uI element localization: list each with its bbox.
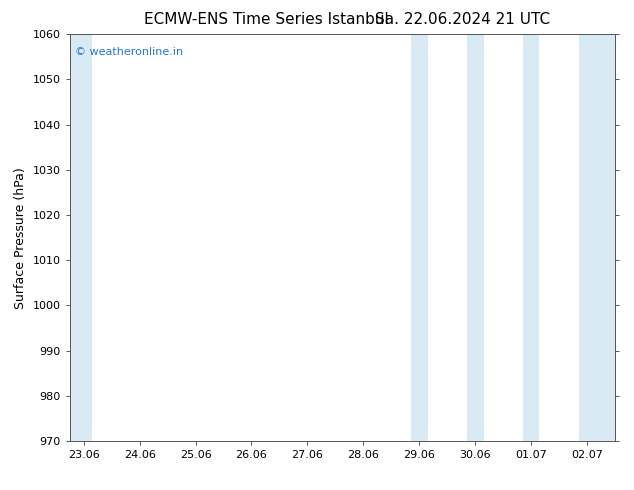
Bar <box>579 34 615 441</box>
Bar <box>522 34 540 441</box>
Bar <box>467 34 484 441</box>
Y-axis label: Surface Pressure (hPa): Surface Pressure (hPa) <box>14 167 27 309</box>
Text: ECMW-ENS Time Series Istanbul: ECMW-ENS Time Series Istanbul <box>144 12 389 27</box>
Bar <box>70 34 92 441</box>
Text: Sa. 22.06.2024 21 UTC: Sa. 22.06.2024 21 UTC <box>375 12 550 27</box>
Text: © weatheronline.in: © weatheronline.in <box>75 47 183 56</box>
Bar <box>411 34 428 441</box>
